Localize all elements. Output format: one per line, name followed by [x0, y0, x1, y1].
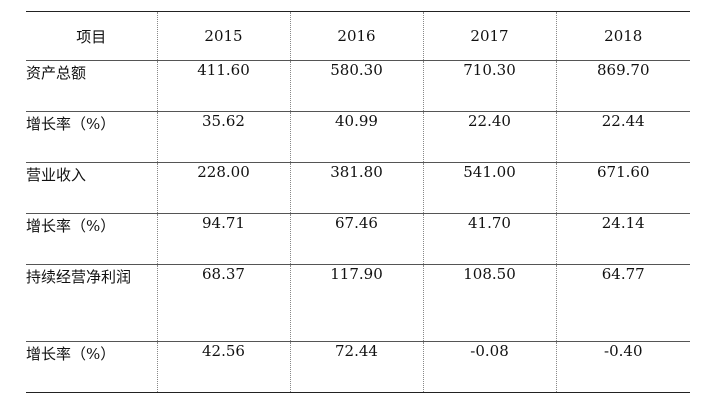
cell-value: 117.90	[289, 264, 424, 342]
cell-value: 68.37	[156, 264, 291, 342]
cell-value: 108.50	[422, 264, 557, 342]
table-row: 增长率（%） 42.56 72.44 -0.08 -0.40	[26, 341, 690, 393]
cell-value: 42.56	[156, 341, 291, 393]
cell-value: 22.40	[422, 111, 557, 163]
row-label: 增长率（%）	[26, 111, 158, 163]
cell-value: 541.00	[422, 162, 557, 214]
row-label: 营业收入	[26, 162, 158, 214]
row-label: 持续经营净利润	[26, 264, 158, 342]
row-label: 资产总额	[26, 60, 158, 112]
row-label: 增长率（%）	[26, 213, 158, 265]
cell-value: 64.77	[555, 264, 690, 342]
cell-value: 41.70	[422, 213, 557, 265]
cell-value: 869.70	[555, 60, 690, 112]
cell-value: 24.14	[555, 213, 690, 265]
cell-value: 671.60	[555, 162, 690, 214]
row-label: 增长率（%）	[26, 341, 158, 393]
header-item: 项目	[26, 11, 158, 61]
table-row: 营业收入 228.00 381.80 541.00 671.60	[26, 162, 690, 214]
cell-value: 411.60	[156, 60, 291, 112]
header-year-2016: 2016	[289, 11, 424, 61]
cell-value: 94.71	[156, 213, 291, 265]
table-row: 增长率（%） 35.62 40.99 22.40 22.44	[26, 111, 690, 163]
cell-value: 710.30	[422, 60, 557, 112]
financial-table: 项目 2015 2016 2017 2018 资产总额 411.60 580.3…	[26, 11, 690, 393]
cell-value: 580.30	[289, 60, 424, 112]
cell-value: 72.44	[289, 341, 424, 393]
header-year-2017: 2017	[422, 11, 557, 61]
header-row: 项目 2015 2016 2017 2018	[26, 11, 690, 61]
cell-value: 381.80	[289, 162, 424, 214]
header-year-2015: 2015	[156, 11, 291, 61]
cell-value: 67.46	[289, 213, 424, 265]
cell-value: 40.99	[289, 111, 424, 163]
cell-value: 228.00	[156, 162, 291, 214]
cell-value: 35.62	[156, 111, 291, 163]
cell-value: -0.40	[555, 341, 690, 393]
cell-value: -0.08	[422, 341, 557, 393]
table-row: 持续经营净利润 68.37 117.90 108.50 64.77	[26, 264, 690, 342]
cell-value: 22.44	[555, 111, 690, 163]
header-year-2018: 2018	[555, 11, 690, 61]
table-row: 增长率（%） 94.71 67.46 41.70 24.14	[26, 213, 690, 265]
table-row: 资产总额 411.60 580.30 710.30 869.70	[26, 60, 690, 112]
